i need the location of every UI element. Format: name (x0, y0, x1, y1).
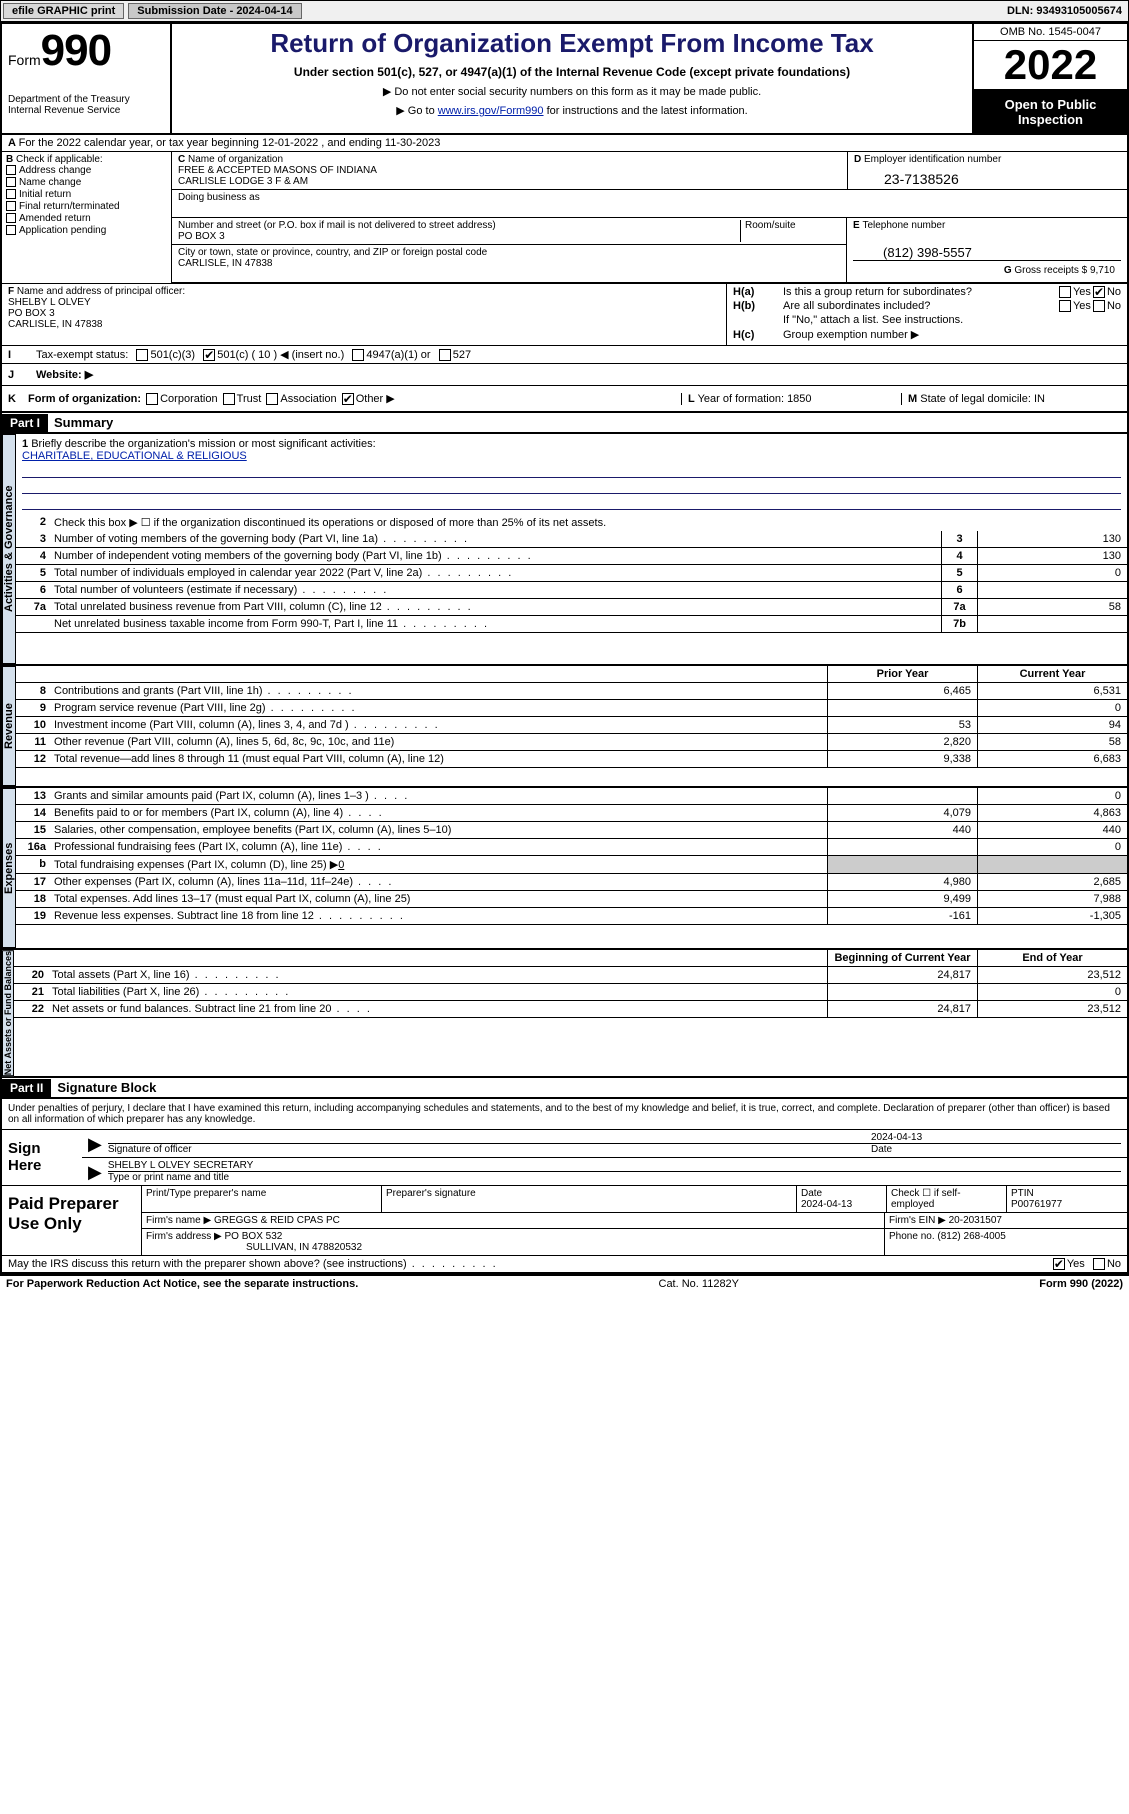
form-subtitle: Under section 501(c), 527, or 4947(a)(1)… (180, 65, 964, 79)
form-title: Return of Organization Exempt From Incom… (180, 28, 964, 59)
principal-officer: F Name and address of principal officer:… (2, 284, 727, 345)
tax-year: 2022 (974, 41, 1127, 91)
line-7b: Net unrelated business taxable income fr… (50, 616, 941, 632)
firm-phone: Phone no. (812) 268-4005 (885, 1229, 1127, 1255)
line-2: Check this box ▶ ☐ if the organization d… (50, 514, 1127, 531)
paid-preparer-label: Paid Preparer Use Only (2, 1186, 142, 1255)
line-16a: Professional fundraising fees (Part IX, … (50, 839, 827, 855)
mission-block: 1 Briefly describe the organization's mi… (16, 434, 1127, 514)
telephone-block: E Telephone number (812) 398-5557 (853, 220, 1121, 260)
line-21: Total liabilities (Part X, line 26) (48, 984, 827, 1000)
group-return-block: H(a)Is this a group return for subordina… (727, 284, 1127, 345)
rev-col-headers: Prior YearCurrent Year (16, 666, 1127, 683)
line-11: Other revenue (Part VIII, column (A), li… (50, 734, 827, 750)
part-1-header: Part I Summary (2, 413, 1127, 434)
state-domicile: M State of legal domicile: IN (901, 393, 1121, 405)
line-22: Net assets or fund balances. Subtract li… (48, 1001, 827, 1017)
org-name-block: C Name of organization FREE & ACCEPTED M… (172, 152, 847, 189)
line-12: Total revenue—add lines 8 through 11 (mu… (50, 751, 827, 767)
irs-link[interactable]: www.irs.gov/Form990 (438, 105, 544, 117)
officer-name-line: SHELBY L OLVEY SECRETARYType or print na… (108, 1160, 1121, 1183)
line-15: Salaries, other compensation, employee b… (50, 822, 827, 838)
ein-block: D Employer identification number 23-7138… (847, 152, 1127, 189)
street-address: Number and street (or P.O. box if mail i… (178, 220, 740, 242)
net-col-headers: Beginning of Current YearEnd of Year (14, 950, 1127, 967)
mission-text[interactable]: CHARITABLE, EDUCATIONAL & RELIGIOUS (22, 450, 247, 462)
room-suite: Room/suite (740, 220, 840, 242)
line-14: Benefits paid to or for members (Part IX… (50, 805, 827, 821)
line-19: Revenue less expenses. Subtract line 18 … (50, 908, 827, 924)
firm-name: Firm's name ▶ GREGGS & REID CPAS PC (142, 1213, 885, 1228)
side-expenses: Expenses (2, 788, 16, 948)
part-2-header: Part II Signature Block (2, 1078, 1127, 1099)
line-17: Other expenses (Part IX, column (A), lin… (50, 874, 827, 890)
line-8: Contributions and grants (Part VIII, lin… (50, 683, 827, 699)
line-16b: Total fundraising expenses (Part IX, col… (50, 856, 827, 873)
firm-ein: Firm's EIN ▶ 20-2031507 (885, 1213, 1127, 1228)
dept-treasury: Department of the Treasury (8, 94, 164, 105)
line-9: Program service revenue (Part VIII, line… (50, 700, 827, 716)
efile-button[interactable]: efile GRAPHIC print (3, 3, 124, 19)
gross-receipts: G Gross receipts $ 9,710 (853, 260, 1121, 280)
dba: Doing business as (172, 190, 1127, 218)
open-inspection: Open to Public Inspection (974, 91, 1127, 133)
line-3: Number of voting members of the governin… (50, 531, 941, 547)
tax-exempt-status: I Tax-exempt status: 501(c)(3) 501(c) ( … (2, 346, 1127, 364)
website-row: J Website: ▶ (2, 364, 1127, 386)
form-container: Form990 Department of the Treasury Inter… (0, 22, 1129, 1276)
signature-declaration: Under penalties of perjury, I declare th… (2, 1099, 1127, 1130)
col-b-checkboxes: B Check if applicable: Address change Na… (2, 152, 172, 283)
officer-signature-line: Signature of officer (108, 1143, 871, 1155)
sign-here-label: Sign Here (2, 1130, 82, 1185)
self-employed-check: Check ☐ if self-employed (887, 1186, 1007, 1212)
preparer-name: Print/Type preparer's name (142, 1186, 382, 1212)
line-5: Total number of individuals employed in … (50, 565, 941, 581)
line-10: Investment income (Part VIII, column (A)… (50, 717, 827, 733)
line-13: Grants and similar amounts paid (Part IX… (50, 788, 827, 804)
form-header: Form990 Department of the Treasury Inter… (2, 24, 1127, 135)
form-number: Form990 (8, 26, 164, 76)
form-of-org-row: K Form of organization: Corporation Trus… (2, 386, 1127, 413)
side-governance: Activities & Governance (2, 434, 16, 664)
irs-label: Internal Revenue Service (8, 105, 164, 116)
omb-number: OMB No. 1545-0047 (974, 24, 1127, 41)
firm-address: Firm's address ▶ PO BOX 532SULLIVAN, IN … (142, 1229, 885, 1255)
side-revenue: Revenue (2, 666, 16, 786)
row-a-tax-year: A For the 2022 calendar year, or tax yea… (2, 135, 1127, 152)
line-18: Total expenses. Add lines 13–17 (must eq… (50, 891, 827, 907)
signature-date: 2024-04-13Date (871, 1132, 1121, 1155)
year-formation: L Year of formation: 1850 (681, 393, 901, 405)
irs-discuss-row: May the IRS discuss this return with the… (2, 1256, 1127, 1274)
line-20: Total assets (Part X, line 16) (48, 967, 827, 983)
preparer-signature: Preparer's signature (382, 1186, 797, 1212)
dln: DLN: 93493105005674 (1007, 5, 1128, 17)
submission-date: Submission Date - 2024-04-14 (128, 3, 301, 19)
ptin: PTINP00761977 (1007, 1186, 1127, 1212)
form-link-line: ▶ Go to www.irs.gov/Form990 for instruct… (180, 104, 964, 117)
line-6: Total number of volunteers (estimate if … (50, 582, 941, 598)
city-state-zip: City or town, state or province, country… (172, 245, 846, 271)
form-note-ssn: ▶ Do not enter social security numbers o… (180, 85, 964, 98)
preparer-date: Date2024-04-13 (797, 1186, 887, 1212)
top-toolbar: efile GRAPHIC print Submission Date - 20… (0, 0, 1129, 22)
side-net-assets: Net Assets or Fund Balances (2, 950, 14, 1076)
line-7a: Total unrelated business revenue from Pa… (50, 599, 941, 615)
page-footer: For Paperwork Reduction Act Notice, see … (0, 1276, 1129, 1292)
line-4: Number of independent voting members of … (50, 548, 941, 564)
